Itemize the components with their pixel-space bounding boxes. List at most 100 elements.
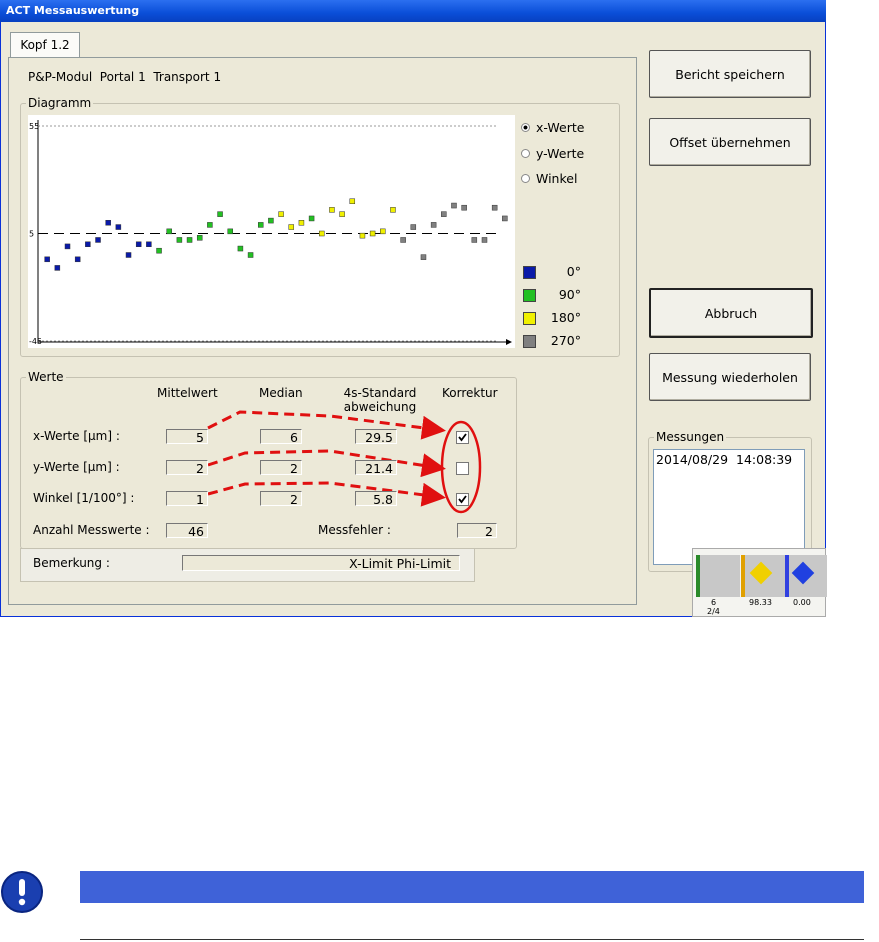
legend-label: 270° — [550, 333, 581, 348]
radio-label: y-Werte — [536, 145, 585, 161]
point — [461, 204, 467, 211]
col-header: 4s-Standard abweichung — [343, 386, 417, 414]
checkmark — [458, 433, 467, 442]
y-tick-label: -45 — [29, 337, 42, 346]
point — [471, 237, 478, 243]
point — [410, 224, 417, 230]
point — [502, 215, 508, 222]
row-label: x-Werte [µm] : — [33, 429, 120, 443]
note-rule — [80, 939, 864, 940]
checkmark — [458, 495, 467, 504]
radio-label: Winkel — [536, 171, 578, 186]
title-bar — [0, 0, 826, 22]
x-axis-arrow — [506, 339, 512, 345]
button[interactable]: Offset übernehmen — [649, 118, 811, 166]
legend-label: 90° — [558, 287, 581, 302]
row-label: Winkel [1/100°] : — [33, 491, 135, 505]
legend-label: 180° — [550, 310, 581, 325]
row-label: y-Werte [µm] : — [33, 460, 120, 474]
point — [441, 211, 447, 217]
tray-label: 98.33 — [749, 598, 772, 607]
legend-swatch — [523, 289, 536, 302]
point — [196, 235, 203, 241]
point — [349, 198, 356, 204]
value-box: 29.5 — [355, 429, 397, 445]
anzahl-value: 46 — [166, 523, 208, 539]
tray-widget: 6 2/4 98.33 0.00 — [692, 548, 827, 617]
point — [44, 256, 50, 263]
bemerkung-value: X-Limit Phi-Limit — [182, 555, 460, 571]
point — [400, 237, 406, 243]
button[interactable]: Abbruch — [649, 288, 813, 338]
messungen-list — [653, 449, 805, 565]
tray-label: 6 — [711, 598, 717, 607]
point — [278, 211, 284, 217]
checkbox[interactable] — [456, 462, 469, 475]
button[interactable]: Bericht speichern — [649, 50, 811, 98]
note-bar — [80, 871, 864, 903]
checkbox[interactable] — [456, 493, 469, 506]
point — [247, 252, 254, 258]
checkbox[interactable] — [456, 431, 469, 444]
point — [359, 232, 366, 239]
tab[interactable]: Kopf 1.2 — [10, 32, 80, 57]
point — [64, 243, 71, 250]
point — [257, 222, 264, 228]
button[interactable]: Messung wiederholen — [649, 353, 811, 401]
col-header: Median — [259, 386, 303, 400]
value-box: 5 — [166, 429, 208, 445]
anzahl-label: Anzahl Messwerte : — [33, 523, 150, 537]
point — [125, 252, 132, 258]
point — [329, 207, 335, 213]
point — [237, 245, 244, 252]
value-box: 2 — [260, 460, 302, 476]
point — [217, 211, 223, 217]
point — [95, 237, 101, 243]
module-label: P&P-Modul Portal 1 Transport 1 — [28, 70, 222, 84]
bemerkung-label: Bemerkung : — [33, 556, 110, 570]
value-box: 6 — [260, 429, 302, 445]
point — [268, 217, 274, 224]
point — [207, 222, 213, 228]
point — [146, 241, 152, 247]
y-tick-label: 5 — [29, 230, 34, 239]
tray-gauge — [696, 555, 740, 597]
point — [135, 241, 142, 247]
point — [481, 237, 488, 243]
tab-panel — [8, 57, 637, 605]
werte-group-title: Werte — [26, 370, 66, 384]
point — [380, 228, 386, 235]
value-box: 2 — [260, 491, 302, 507]
legend-swatch — [523, 266, 536, 279]
diagram-group — [20, 103, 620, 357]
window-title: ACT Messauswertung — [6, 4, 140, 17]
value-box: 5.8 — [355, 491, 397, 507]
point — [319, 230, 325, 237]
radio[interactable] — [521, 123, 530, 132]
scatter-plot: 555-45 — [28, 115, 515, 348]
messungen-item[interactable]: 2014/08/29 14:08:39 — [656, 452, 793, 467]
point — [298, 220, 305, 226]
point — [74, 256, 81, 263]
col-header: Mittelwert — [157, 386, 218, 400]
point — [156, 247, 162, 254]
radio[interactable] — [521, 148, 530, 158]
messungen-title: Messungen — [654, 430, 727, 444]
legend-swatch — [523, 335, 536, 348]
tray-label: 0.00 — [793, 598, 811, 607]
point — [308, 215, 315, 222]
legend-label: 0° — [566, 264, 581, 279]
point — [85, 241, 91, 247]
value-box: 2 — [166, 460, 208, 476]
value-box: 1 — [166, 491, 208, 507]
point — [227, 228, 233, 235]
point — [54, 265, 61, 271]
point — [430, 222, 437, 228]
messfehler-label: Messfehler : — [318, 523, 391, 537]
value-box: 21.4 — [355, 460, 397, 476]
legend-swatch — [523, 312, 536, 325]
tray-label: 2/4 — [707, 607, 720, 616]
point — [339, 211, 345, 217]
radio[interactable] — [521, 174, 530, 183]
